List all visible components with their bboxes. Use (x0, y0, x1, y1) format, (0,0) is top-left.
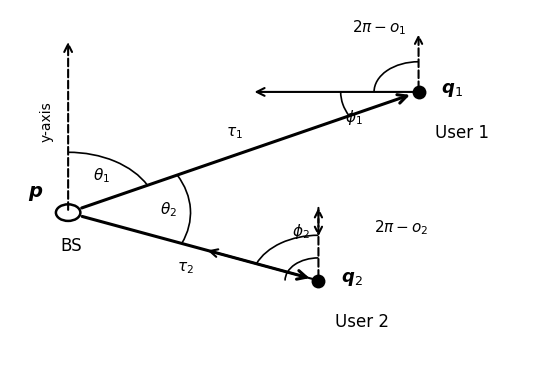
Text: $\tau_1$: $\tau_1$ (226, 125, 243, 141)
Text: $\phi_2$: $\phi_2$ (292, 222, 310, 241)
Text: y-axis: y-axis (40, 102, 54, 142)
Text: $2\pi - o_1$: $2\pi - o_1$ (352, 19, 407, 37)
Text: $\boldsymbol{p}$: $\boldsymbol{p}$ (28, 184, 43, 203)
Text: $\boldsymbol{q}_1$: $\boldsymbol{q}_1$ (441, 81, 463, 99)
Text: $2\pi - o_2$: $2\pi - o_2$ (374, 218, 429, 237)
Text: $\phi_1$: $\phi_1$ (345, 108, 363, 127)
Text: $\theta_2$: $\theta_2$ (160, 200, 177, 219)
Text: User 2: User 2 (335, 313, 389, 331)
Text: $\boldsymbol{q}_2$: $\boldsymbol{q}_2$ (340, 270, 362, 288)
Text: $\tau_2$: $\tau_2$ (177, 260, 193, 276)
Text: BS: BS (60, 237, 82, 255)
Text: User 1: User 1 (435, 124, 489, 142)
Text: $\theta_1$: $\theta_1$ (93, 166, 110, 185)
